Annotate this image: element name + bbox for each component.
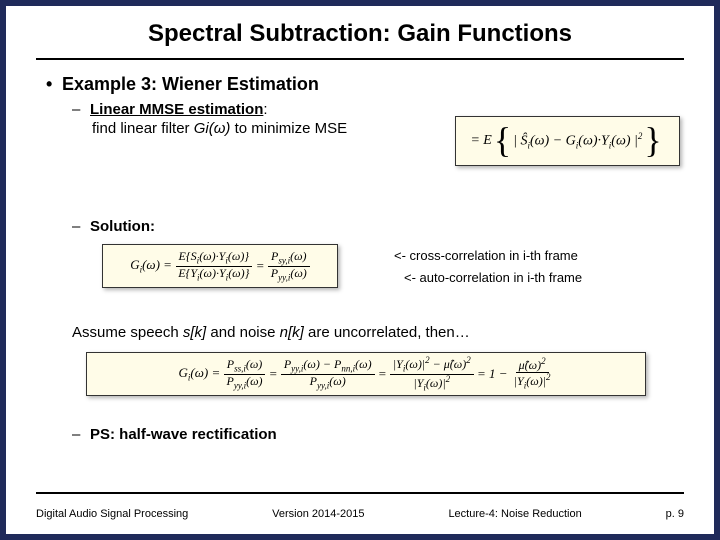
bullet-text: Example 3: Wiener Estimation (62, 74, 319, 94)
assume-e: are uncorrelated, then… (304, 324, 470, 341)
assume-d: n[k] (280, 324, 304, 341)
dash-glyph: – (72, 101, 90, 118)
equation-uncorrelated: Gi(ω) = Pss,i(ω) Pyy,i(ω) = Pyy,i(ω) − P… (86, 352, 646, 396)
annot-auto: <- auto-correlation in i-th frame (404, 270, 582, 285)
desc-part-a: find linear filter (92, 120, 194, 137)
footer-page: p. 9 (666, 508, 684, 520)
bullet-glyph: • (46, 74, 62, 95)
sub-ps: –PS: half-wave rectification (72, 426, 277, 443)
dash-glyph-3: – (72, 426, 90, 443)
title-rule (36, 58, 684, 60)
sub-solution: –Solution: (46, 214, 674, 235)
ps-label: PS: half-wave rectification (90, 426, 277, 443)
assume-line: Assume speech s[k] and noise n[k] are un… (72, 324, 470, 341)
equation-mse: = E { | Ŝi(ω) − Gi(ω)·Yi(ω) |2 } (455, 116, 680, 166)
solution-label: Solution: (90, 218, 155, 235)
footer-right: Lecture-4: Noise Reduction (448, 508, 581, 520)
footer-left: Digital Audio Signal Processing (36, 508, 188, 520)
mmse-colon: : (263, 101, 267, 118)
desc-part-c: to minimize MSE (230, 120, 347, 137)
assume-c: and noise (206, 324, 279, 341)
assume-b: s[k] (183, 324, 206, 341)
footer-center: Version 2014-2015 (272, 508, 364, 520)
assume-a: Assume speech (72, 324, 183, 341)
annot-cross: <- cross-correlation in i-th frame (394, 248, 578, 263)
slide-title: Spectral Subtraction: Gain Functions (6, 6, 714, 58)
footer-rule (36, 492, 684, 494)
desc-filter: Gi(ω) (194, 120, 231, 137)
equation-solution: Gi(ω) = E{Si(ω)·Yi(ω)} E{Yi(ω)·Yi(ω)} = … (102, 244, 338, 288)
bullet-example3: •Example 3: Wiener Estimation (46, 74, 674, 95)
dash-glyph-2: – (72, 218, 90, 235)
footer: Digital Audio Signal Processing Version … (36, 508, 684, 520)
slide-canvas: Spectral Subtraction: Gain Functions •Ex… (6, 6, 714, 534)
mmse-label: Linear MMSE estimation (90, 101, 263, 118)
